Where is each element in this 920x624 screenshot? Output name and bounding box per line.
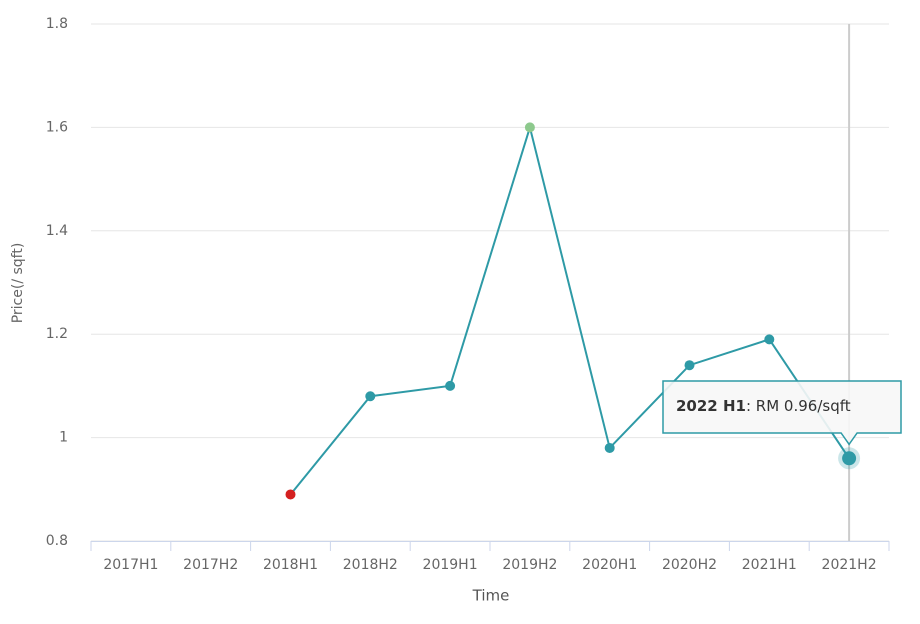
- x-tick-label: 2020H2: [662, 557, 717, 573]
- y-tick-label: 1.8: [46, 16, 68, 32]
- x-tick-label: 2018H2: [343, 557, 398, 573]
- tooltip-value: : RM 0.96/sqft: [746, 397, 851, 415]
- x-tick-label: 2020H1: [582, 557, 637, 573]
- x-tick-label: 2018H1: [263, 557, 318, 573]
- x-tick-label: 2019H1: [423, 557, 478, 573]
- y-tick-label: 1.2: [46, 326, 68, 342]
- x-tick-label: 2017H1: [103, 557, 158, 573]
- tooltip-title: 2022 H1: [676, 397, 746, 415]
- tooltip-box: [662, 380, 902, 446]
- y-tick-label: 1.4: [46, 223, 68, 239]
- point: [684, 360, 695, 371]
- point: [764, 334, 775, 345]
- y-tick-label: 1: [59, 430, 68, 446]
- point: [365, 391, 376, 402]
- x-tick-label: 2021H2: [822, 557, 877, 573]
- point: [842, 451, 857, 466]
- x-tick-label: 2017H2: [183, 557, 238, 573]
- x-tick-label: 2019H2: [502, 557, 557, 573]
- point: [285, 489, 296, 500]
- point: [445, 380, 456, 391]
- x-tick-label: 2021H1: [742, 557, 797, 573]
- line: [289, 123, 850, 496]
- point: [604, 442, 615, 453]
- x-axis-title: Time: [472, 587, 510, 605]
- y-tick-label: 1.6: [46, 119, 68, 135]
- tooltip-text: 2022 H1: RM 0.96/sqft: [676, 397, 851, 415]
- y-tick-label: 0.8: [46, 533, 68, 549]
- y-axis-title: Price(/ sqft): [10, 243, 26, 324]
- point: [524, 122, 535, 133]
